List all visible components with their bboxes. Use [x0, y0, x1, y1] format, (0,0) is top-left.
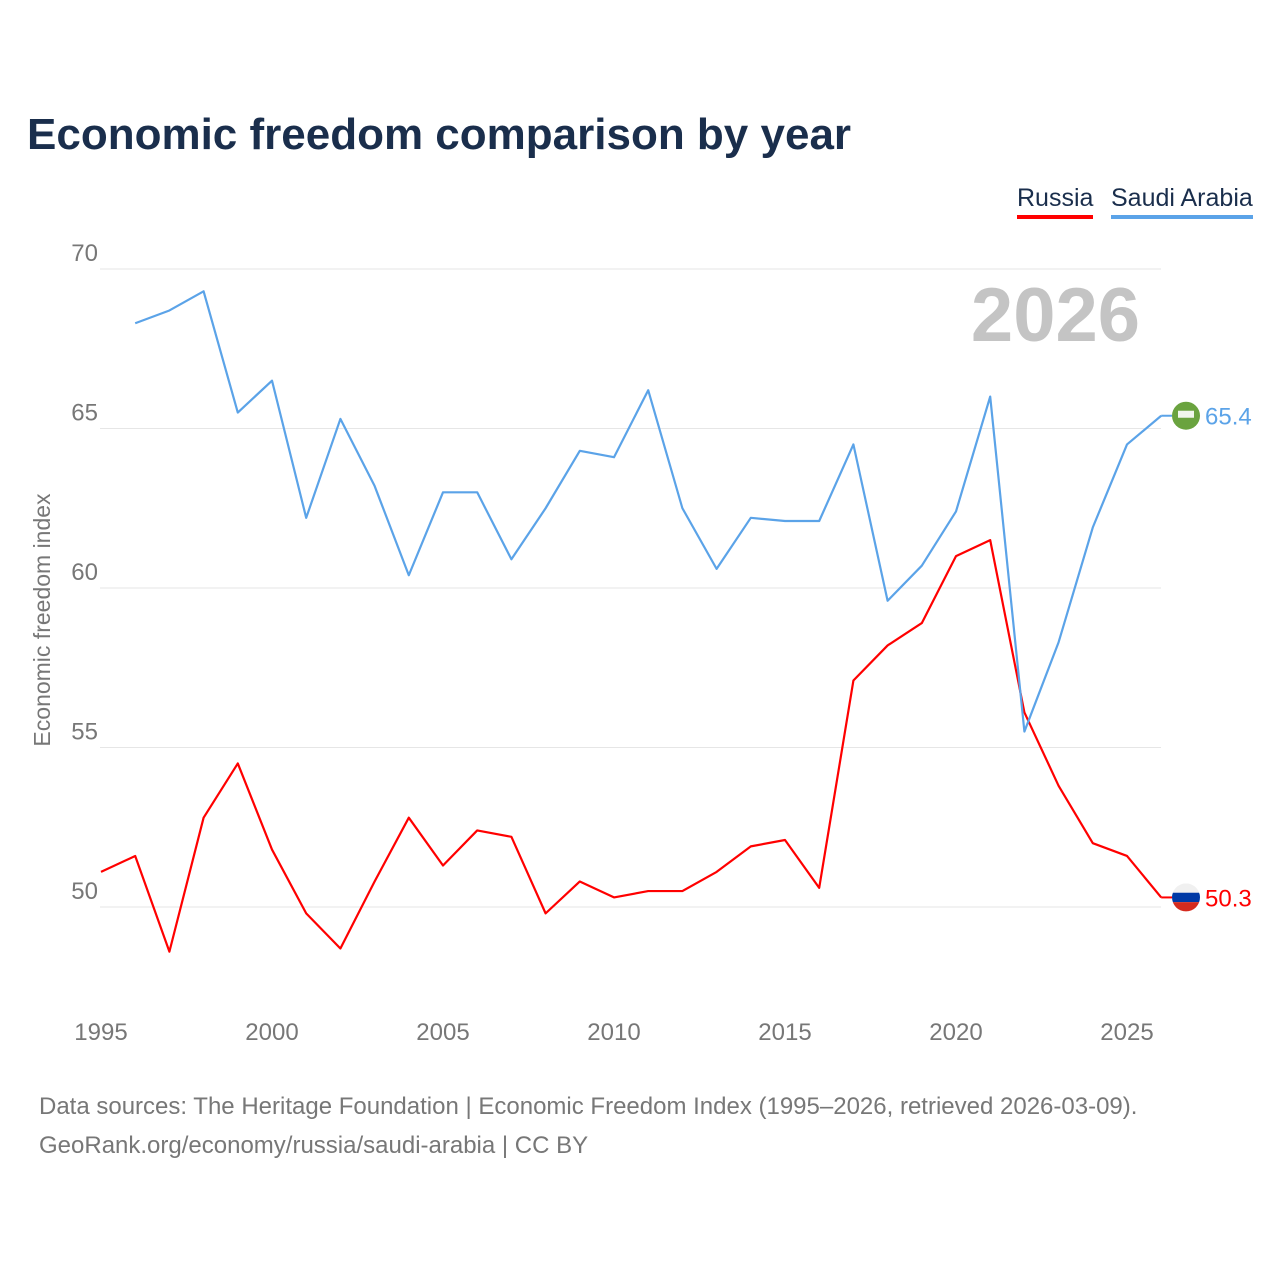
series-line-russia	[100, 539, 1163, 953]
y-axis-label: Economic freedom index	[29, 493, 55, 747]
flag-stripe-white	[1172, 883, 1200, 893]
y-tick-label: 60	[71, 559, 98, 586]
legend-russia[interactable]: Russia	[1017, 184, 1094, 219]
flag-stripe-red	[1172, 902, 1200, 912]
y-tick-label: 70	[71, 240, 98, 267]
y-tick-label: 65	[71, 400, 98, 427]
chart-title: Economic freedom comparison by year	[27, 110, 852, 159]
x-tick-label: 2020	[929, 1019, 982, 1046]
flag-stripe-blue	[1172, 892, 1200, 903]
x-tick-label: 1995	[74, 1019, 127, 1046]
x-tick-label: 2025	[1100, 1019, 1153, 1046]
end-value-label-russia: 50.3	[1205, 885, 1252, 912]
attribution-text[interactable]: GeoRank.org/economy/russia/saudi-arabia …	[39, 1132, 589, 1159]
x-tick-label: 2000	[245, 1019, 298, 1046]
x-tick-label: 2010	[587, 1019, 640, 1046]
end-value-label-saudi-arabia: 65.4	[1205, 404, 1252, 431]
year-watermark: 2026	[971, 273, 1140, 358]
x-tick-label: 2005	[416, 1019, 469, 1046]
russia-flag-icon	[1172, 883, 1200, 912]
legend-saudi-arabia[interactable]: Saudi Arabia	[1111, 184, 1253, 219]
data-source-text: Data sources: The Heritage Foundation | …	[39, 1093, 1138, 1120]
x-tick-label: 2015	[758, 1019, 811, 1046]
y-tick-label: 50	[71, 878, 98, 905]
footer: Data sources: The Heritage Foundation | …	[39, 1087, 1137, 1165]
y-tick-label: 55	[71, 719, 98, 746]
flag-emblem	[1178, 410, 1194, 418]
series-line-saudi-arabia	[134, 290, 1162, 733]
